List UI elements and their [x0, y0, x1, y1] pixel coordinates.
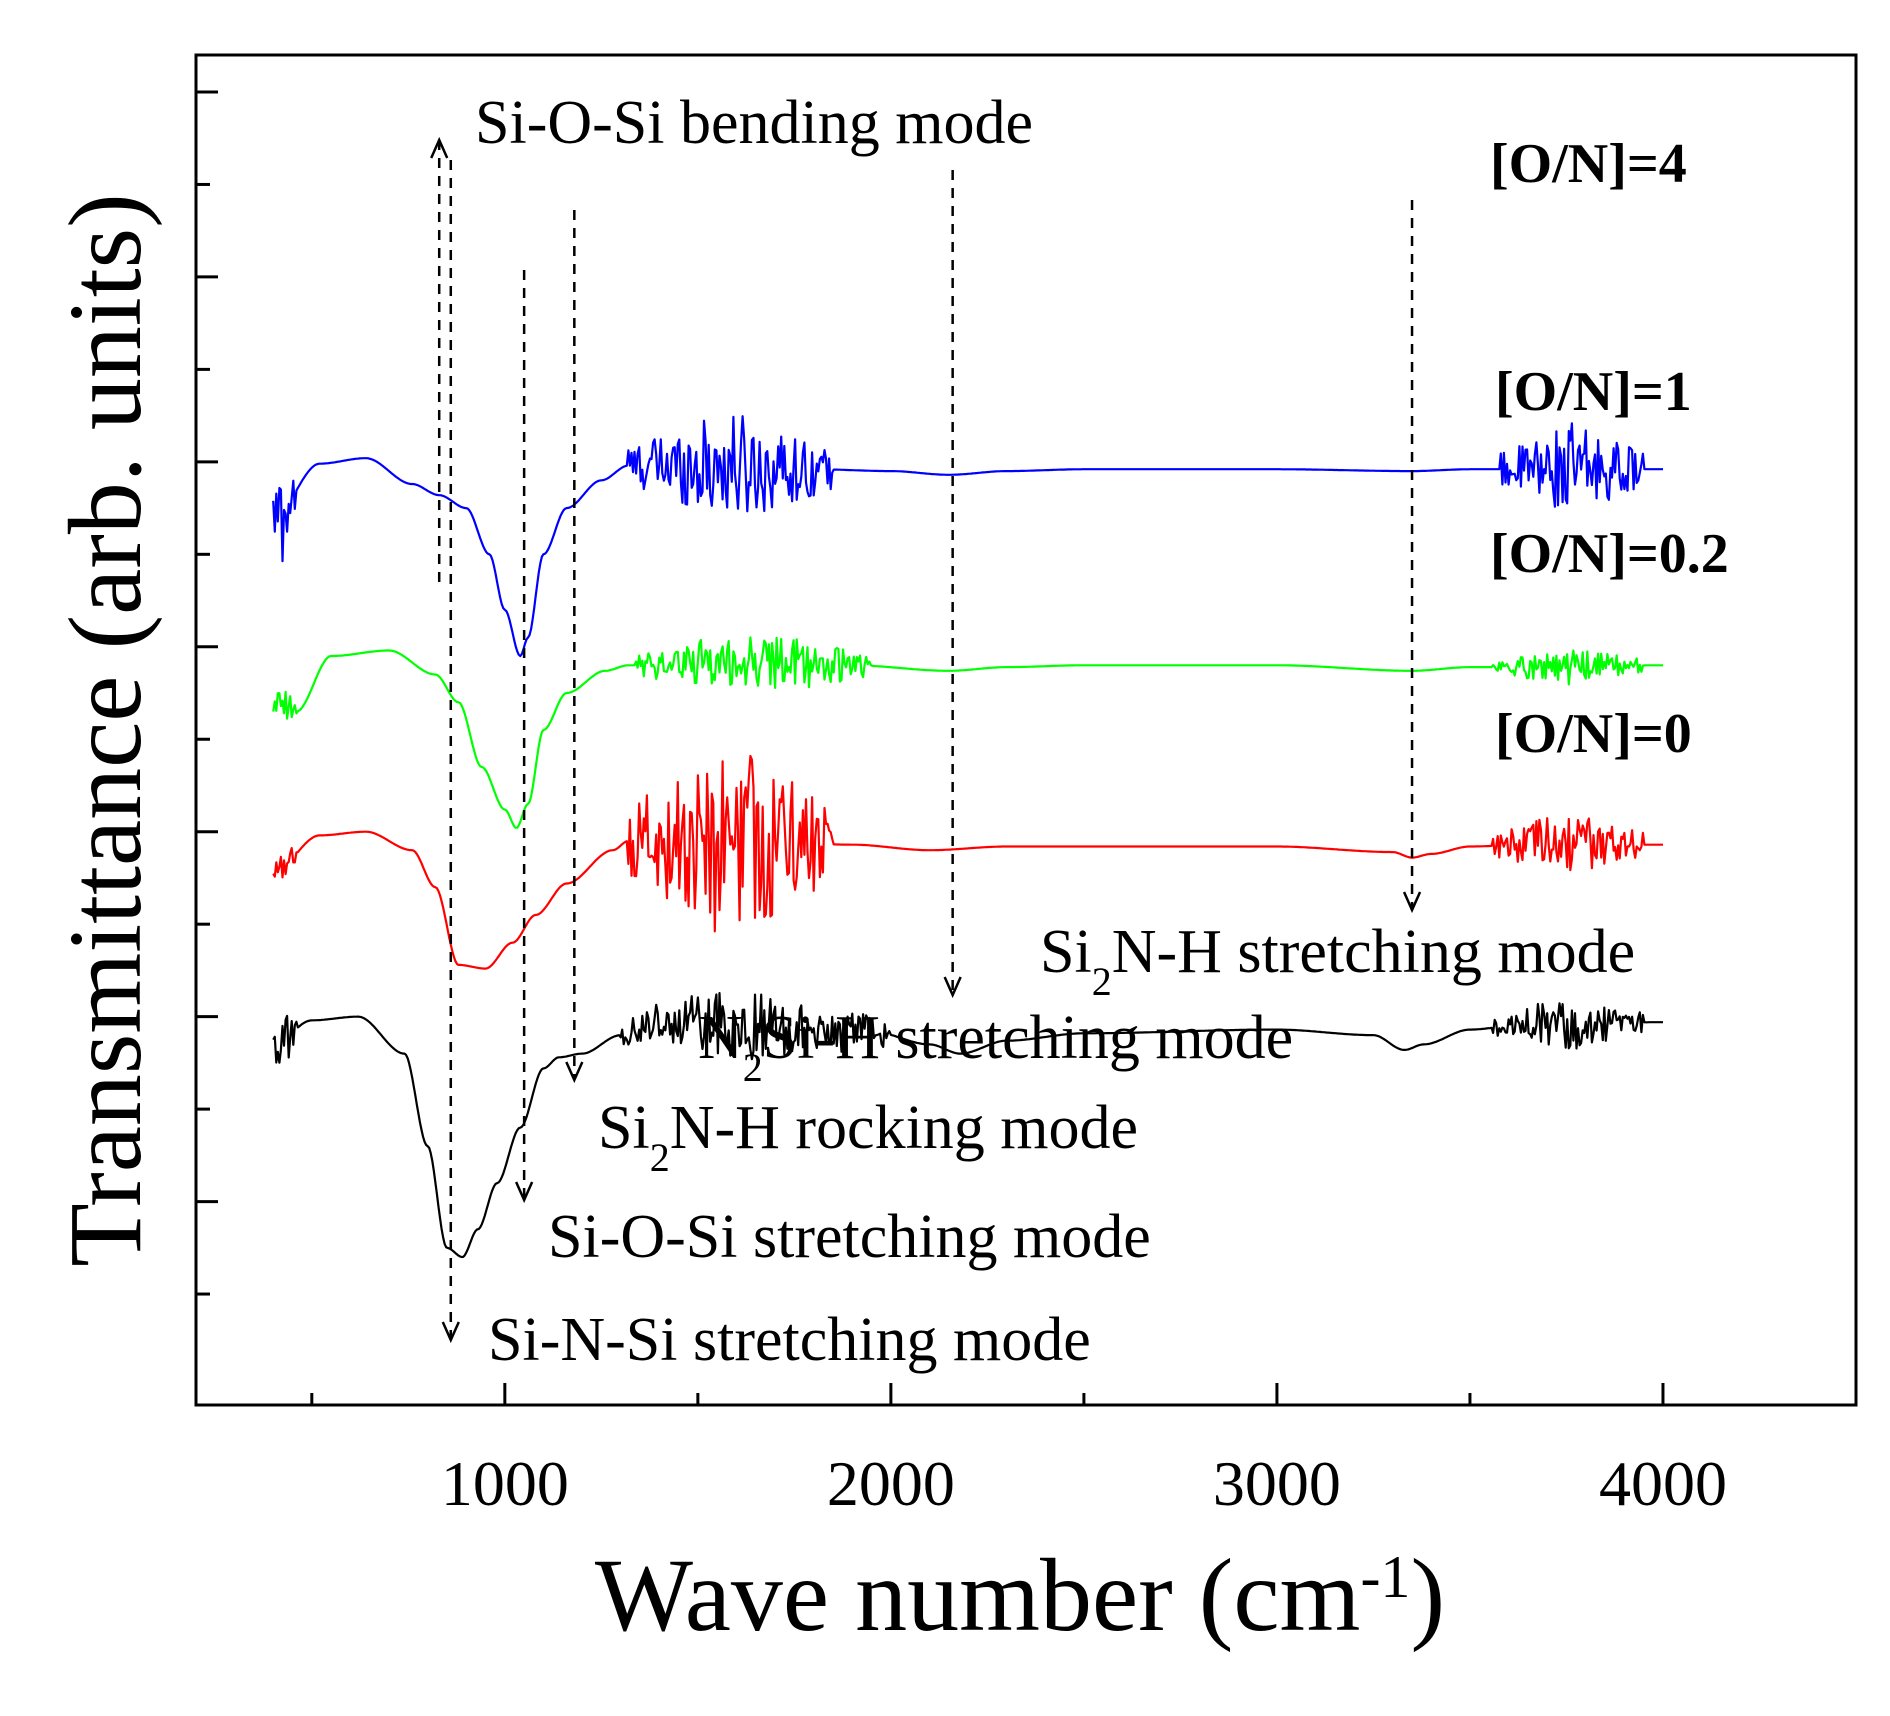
legend-label-on4: [O/N]=4 — [1490, 133, 1687, 195]
annotation-si2n-h-stretching-rest: N-H stretching mode — [1112, 918, 1635, 986]
annotation-si2n-h-stretching: Si2N-H stretching mode — [1040, 918, 1635, 1004]
y-axis-title: Transmittance (arb. units) — [48, 193, 163, 1267]
annotation-si2n-h-rocking-sub: 2 — [650, 1135, 670, 1180]
x-axis-title: Wave number (cm-1) — [595, 1538, 1445, 1653]
arrow-si2n-h-rocking-head — [565, 1061, 584, 1084]
arrow-si-n-si-stretching-head — [441, 1321, 460, 1344]
annotation-arrows — [430, 136, 1422, 1344]
annotation-si2n-h-rocking-rest: N-H rocking mode — [670, 1094, 1138, 1162]
series-layer — [272, 415, 1663, 1259]
plot-frame — [194, 53, 1858, 1407]
annotation-si-o-si-bending: Si-O-Si bending mode — [475, 89, 1033, 157]
series-line-1 — [272, 636, 1663, 829]
x-tick-label-4000: 4000 — [1599, 1448, 1727, 1519]
x-axis-title-close: ) — [1410, 1538, 1445, 1653]
annotation-n2si-h-stretching-sub: 2 — [743, 1045, 763, 1090]
annotation-si-o-si-stretching: Si-O-Si stretching mode — [548, 1203, 1151, 1271]
x-axis-title-main: Wave number (cm — [595, 1538, 1361, 1653]
x-tick-label-2000: 2000 — [827, 1448, 955, 1519]
legend-label-on1: [O/N]=1 — [1495, 361, 1692, 423]
arrow-si2n-h-stretching-head — [1402, 891, 1422, 914]
annotation-si-n-si-stretching: Si-N-Si stretching mode — [488, 1306, 1091, 1374]
arrow-si-o-si-bending-head — [430, 136, 449, 159]
annotation-si2n-h-rocking: Si2N-H rocking mode — [598, 1094, 1138, 1180]
annotation-n2si-h-stretching-main: N — [698, 1004, 743, 1072]
annotation-si2n-h-stretching-sub: 2 — [1092, 959, 1112, 1004]
series-line-0 — [272, 415, 1663, 658]
tick-layer — [196, 90, 1665, 1405]
annotation-n2si-h-stretching-rest: Si-H stretching mode — [763, 1004, 1293, 1072]
legend-label-on0: [O/N]=0 — [1495, 703, 1692, 765]
annotation-si2n-h-rocking-main: Si — [598, 1094, 650, 1162]
arrow-si-o-si-stretching-head — [514, 1181, 534, 1204]
x-axis-title-sup: -1 — [1360, 1544, 1410, 1610]
series-line-3 — [272, 991, 1663, 1259]
arrow-n2si-h-stretching-head — [943, 976, 962, 999]
series-line-2 — [272, 754, 1663, 970]
legend-label-on02: [O/N]=0.2 — [1490, 523, 1729, 585]
annotation-n2si-h-stretching: N2Si-H stretching mode — [698, 1004, 1293, 1090]
x-tick-label-1000: 1000 — [441, 1448, 569, 1519]
annotation-si2n-h-stretching-main: Si — [1040, 918, 1092, 986]
x-tick-label-3000: 3000 — [1213, 1448, 1341, 1519]
